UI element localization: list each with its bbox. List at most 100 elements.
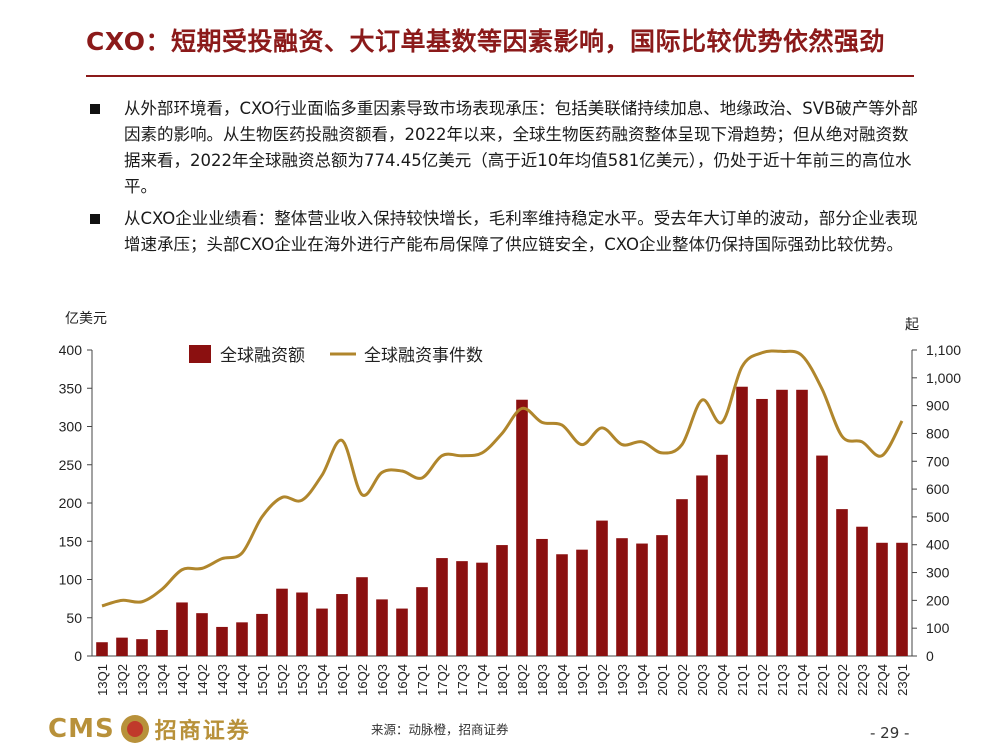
funding-bar xyxy=(176,602,188,656)
x-tick-label: 17Q1 xyxy=(415,664,430,696)
funding-bar xyxy=(396,608,408,656)
funding-bar xyxy=(456,561,468,656)
x-tick-label: 20Q3 xyxy=(695,664,710,696)
x-tick-label: 15Q1 xyxy=(255,664,270,696)
funding-bar xyxy=(276,588,288,656)
legend-bar-label: 全球融资额 xyxy=(220,346,305,365)
y-left-tick-label: 250 xyxy=(59,457,83,473)
title-divider xyxy=(86,75,914,77)
y-left-tick-label: 400 xyxy=(59,342,83,358)
y-right-tick-label: 1,000 xyxy=(926,370,961,386)
x-tick-label: 17Q3 xyxy=(455,664,470,696)
x-tick-label: 14Q3 xyxy=(215,664,230,696)
funding-bar xyxy=(96,642,108,656)
y-left-tick-label: 0 xyxy=(74,648,82,664)
y-right-tick-label: 500 xyxy=(926,509,950,525)
funding-bar xyxy=(516,399,528,656)
funding-bar xyxy=(536,538,548,656)
funding-bar xyxy=(596,520,608,656)
logo-latin: CMS xyxy=(48,714,115,744)
y-right-tick-label: 900 xyxy=(926,398,950,414)
bullet-list: 从外部环境看，CXO行业面临多重因素导致市场表现承压：包括美联储持续加息、地缘政… xyxy=(88,96,918,264)
x-tick-label: 17Q4 xyxy=(475,664,490,696)
y-left-tick-label: 200 xyxy=(59,495,83,511)
y-right-tick-label: 400 xyxy=(926,537,950,553)
funding-bar xyxy=(856,526,868,656)
x-tick-label: 23Q1 xyxy=(895,664,910,696)
funding-bar xyxy=(616,538,628,656)
x-tick-label: 21Q2 xyxy=(755,664,770,696)
source-note: 来源：动脉橙，招商证券 xyxy=(371,722,509,737)
x-tick-label: 16Q3 xyxy=(375,664,390,696)
y-left-tick-label: 50 xyxy=(66,610,82,626)
chart-axes: 0 50 100 150 200 250 300 350 400 0 100 200 300 400 500… xyxy=(59,342,962,664)
x-tick-label: 15Q2 xyxy=(275,664,290,696)
logo-emblem-icon xyxy=(120,715,149,743)
funding-bar xyxy=(636,543,648,656)
y-left-tick-label: 300 xyxy=(59,419,83,435)
square-bullet-icon xyxy=(90,104,100,114)
x-tick-label: 13Q2 xyxy=(115,664,130,696)
y-right-tick-label: 300 xyxy=(926,565,950,581)
page-number: - 29 - xyxy=(870,724,910,742)
funding-bar xyxy=(416,587,428,656)
funding-bar xyxy=(296,592,308,656)
funding-bar xyxy=(496,545,508,656)
funding-bar xyxy=(676,499,688,656)
funding-bar xyxy=(216,626,228,656)
funding-bar xyxy=(736,386,748,656)
x-tick-label: 21Q4 xyxy=(795,664,810,696)
x-tick-label: 20Q4 xyxy=(715,664,730,696)
y-right-tick-label: 800 xyxy=(926,425,950,441)
legend-bar-swatch xyxy=(189,345,211,363)
x-tick-label: 18Q4 xyxy=(555,664,570,696)
x-tick-label: 15Q3 xyxy=(295,664,310,696)
x-tick-label: 21Q1 xyxy=(735,664,750,696)
funding-bar xyxy=(356,577,368,656)
funding-bar xyxy=(836,509,848,656)
y-right-tick-label: 0 xyxy=(926,648,934,664)
event-count-line xyxy=(101,349,904,608)
line-series xyxy=(101,349,904,608)
funding-bar xyxy=(756,398,768,656)
y-left-tick-label: 350 xyxy=(59,380,83,396)
page-title: CXO：短期受投融资、大订单基数等因素影响，国际比较优势依然强劲 xyxy=(86,27,885,56)
x-tick-label: 22Q3 xyxy=(855,664,870,696)
x-tick-label: 16Q4 xyxy=(395,664,410,696)
x-tick-label: 19Q1 xyxy=(575,664,590,696)
funding-bar xyxy=(256,613,268,656)
funding-bar xyxy=(896,542,908,656)
funding-bar xyxy=(556,554,568,656)
y-right-tick-label: 100 xyxy=(926,620,950,636)
funding-bar xyxy=(796,389,808,656)
x-tick-label: 13Q3 xyxy=(135,664,150,696)
y-right-tick-label: 200 xyxy=(926,592,950,608)
funding-bar xyxy=(696,475,708,656)
x-tick-label: 18Q1 xyxy=(495,664,510,696)
square-bullet-icon xyxy=(90,214,100,224)
x-tick-label: 14Q2 xyxy=(195,664,210,696)
funding-bar xyxy=(336,594,348,656)
funding-bar xyxy=(776,389,788,656)
bullet-item: 从外部环境看，CXO行业面临多重因素导致市场表现承压：包括美联储持续加息、地缘政… xyxy=(88,96,918,200)
y-axis-right-label: 起 xyxy=(905,316,919,332)
y-left-tick-label: 100 xyxy=(59,572,83,588)
funding-bar xyxy=(116,637,128,656)
funding-bar xyxy=(716,454,728,656)
funding-bar xyxy=(196,613,208,656)
funding-bar xyxy=(316,608,328,656)
funding-bar xyxy=(576,549,588,656)
x-tick-label: 19Q3 xyxy=(615,664,630,696)
funding-bar xyxy=(376,599,388,656)
funding-bar xyxy=(476,562,488,656)
bullet-text: 从CXO企业业绩看：整体营业收入保持较快增长，毛利率维持稳定水平。受去年大订单的… xyxy=(124,209,918,254)
x-tick-label: 17Q2 xyxy=(435,664,450,696)
x-tick-label: 19Q4 xyxy=(635,664,650,696)
x-tick-label: 14Q1 xyxy=(175,664,190,696)
x-tick-labels: 13Q1 13Q2 13Q3 13Q4 14Q1 14Q2 14Q3 14Q4 15Q1 15Q2… xyxy=(95,664,910,696)
chart-legend: 全球融资额 全球融资事件数 xyxy=(189,345,483,365)
x-tick-label: 19Q2 xyxy=(595,664,610,696)
bullet-text: 从外部环境看，CXO行业面临多重因素导致市场表现承压：包括美联储持续加息、地缘政… xyxy=(124,99,918,196)
x-tick-label: 16Q1 xyxy=(335,664,350,696)
y-right-tick-label: 700 xyxy=(926,453,950,469)
